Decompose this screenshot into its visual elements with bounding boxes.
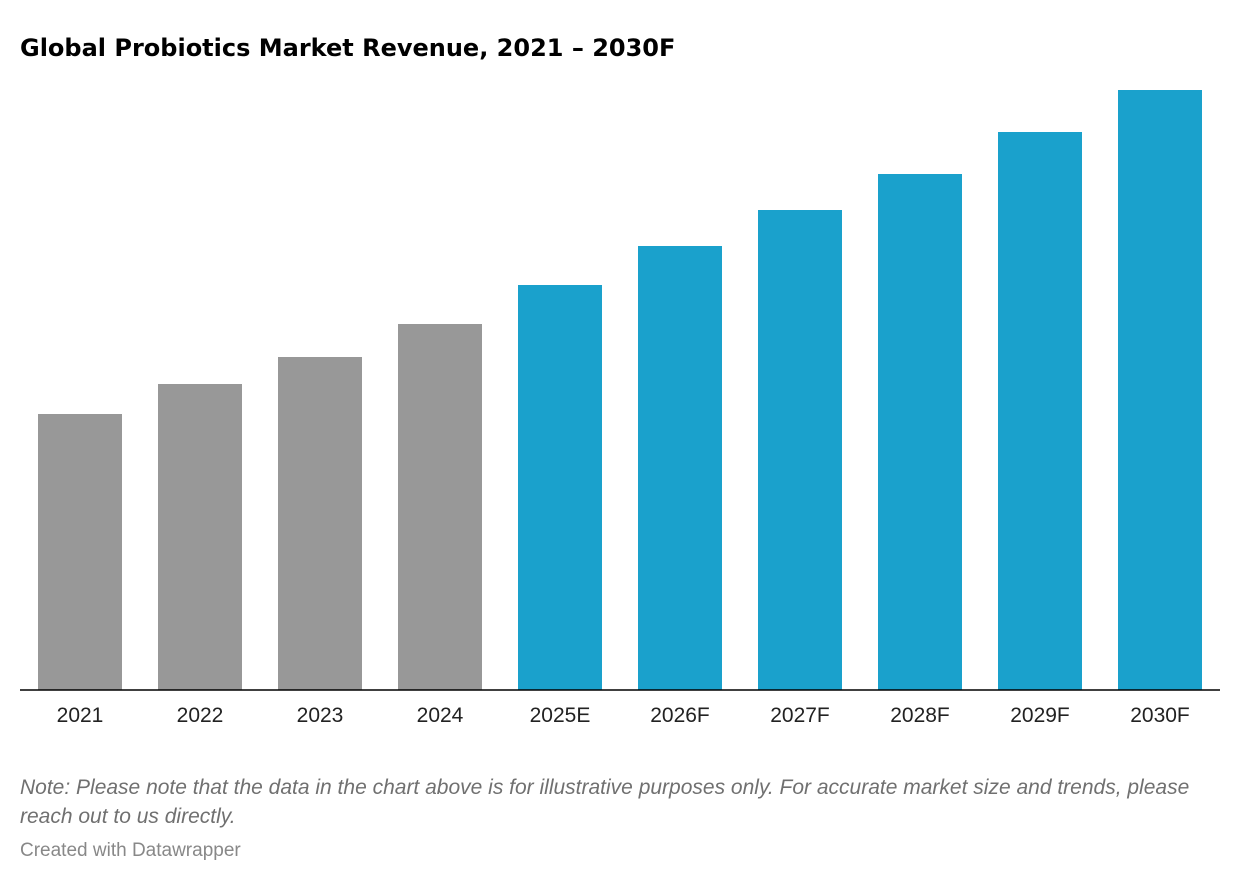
bar-2022 — [158, 384, 242, 690]
bar-2030F — [1118, 90, 1202, 690]
bar-2024 — [398, 324, 482, 690]
x-axis-ticks: 2021 2022 2023 2024 2025E 2026F 2027F 2028F 2029… — [57, 704, 1190, 727]
x-tick-label-2026F: 2026F — [650, 704, 710, 727]
datawrapper-credit: Created with Datawrapper — [20, 840, 241, 861]
bar-2021 — [38, 414, 122, 690]
bar-2027F — [758, 210, 842, 690]
bar-2028F — [878, 174, 962, 690]
x-tick-label-2022: 2022 — [177, 704, 224, 727]
bars-group — [38, 90, 1202, 690]
x-tick-label-2021: 2021 — [57, 704, 104, 727]
bar-2026F — [638, 246, 722, 690]
x-tick-label-2030F: 2030F — [1130, 704, 1190, 727]
x-tick-label-2027F: 2027F — [770, 704, 830, 727]
x-tick-label-2024: 2024 — [417, 704, 464, 727]
x-tick-label-2029F: 2029F — [1010, 704, 1070, 727]
x-tick-label-2023: 2023 — [297, 704, 344, 727]
bar-2029F — [998, 132, 1082, 690]
x-tick-label-2028F: 2028F — [890, 704, 950, 727]
chart-title: Global Probiotics Market Revenue, 2021 –… — [20, 34, 676, 62]
chart-note: Note: Please note that the data in the c… — [20, 776, 1190, 828]
bar-2023 — [278, 357, 362, 690]
bar-2025E — [518, 285, 602, 690]
x-tick-label-2025E: 2025E — [530, 704, 591, 727]
